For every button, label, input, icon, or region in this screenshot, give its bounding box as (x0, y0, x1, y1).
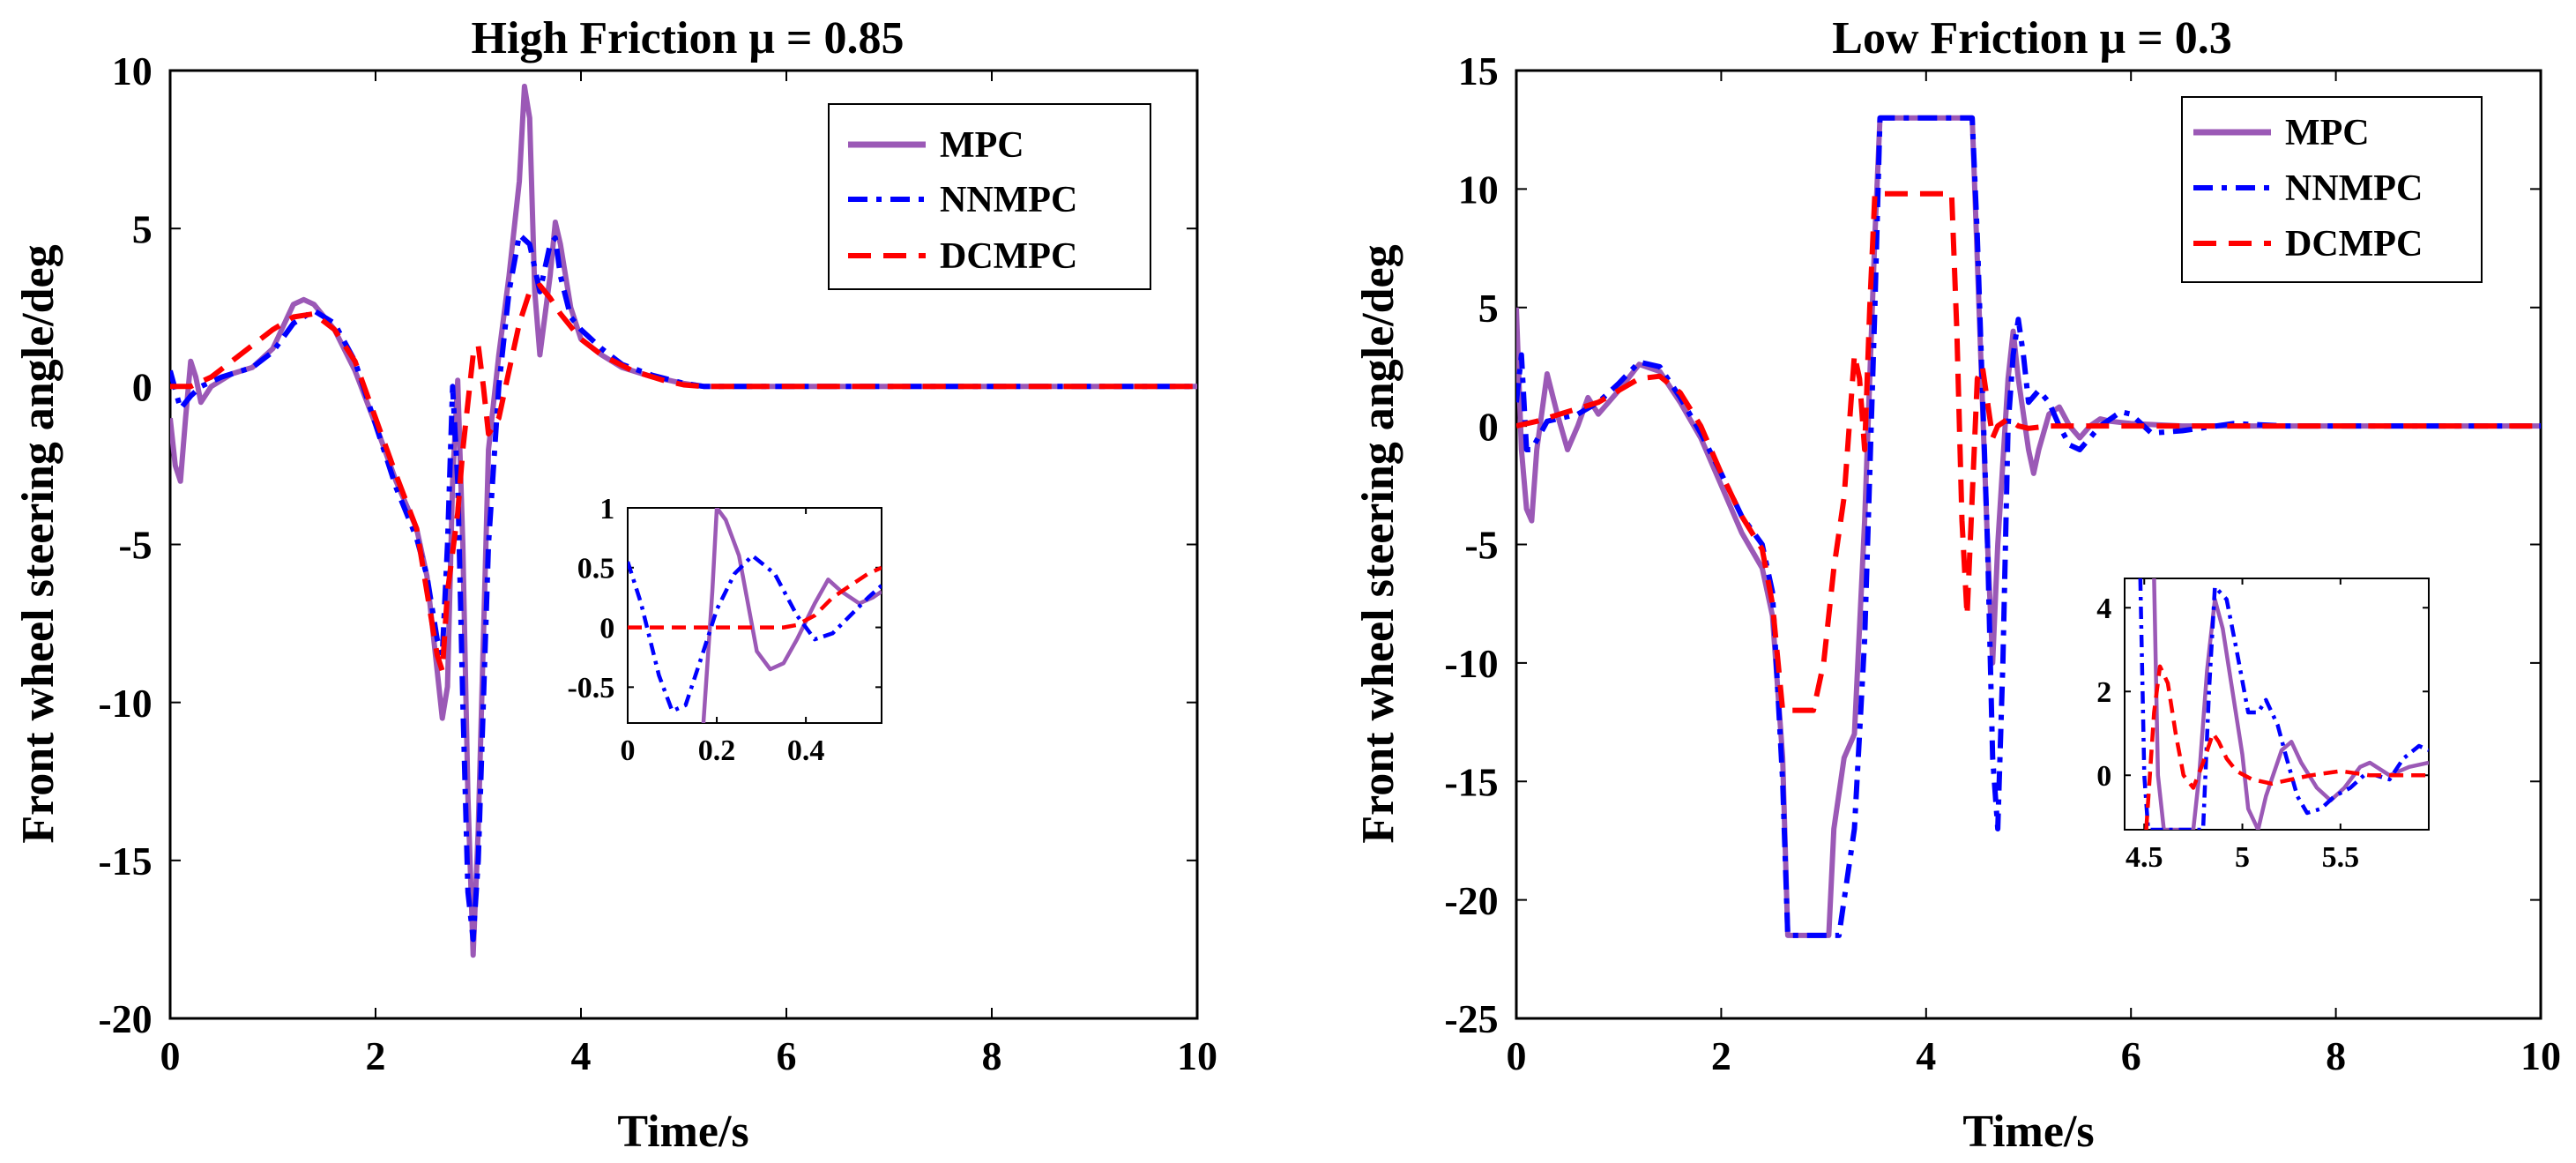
y-tick-label: 10 (1458, 168, 1499, 212)
x-tick-label: 4 (1916, 1033, 1936, 1078)
x-tick-label: 10 (1177, 1033, 1217, 1078)
inset-frame (627, 507, 882, 724)
x-tick-label: 6 (2121, 1033, 2141, 1078)
series-dcmpc (170, 282, 1197, 674)
inset-zoom: 0 0.2 0.4-0.500.51 (567, 493, 882, 767)
x-tick-label: 6 (777, 1033, 797, 1078)
legend-label-nnmpc: NNMPC (2285, 168, 2423, 209)
legend-label-dcmpc: DCMPC (940, 236, 1077, 277)
inset-zoom: 4.5 5 5.5 0 2 4 (2096, 578, 2430, 874)
axis-ticks: 0 2 4 6 8 10 -25 -20 -15 -10 -5 0 5 10 15 (1444, 48, 2561, 1078)
y-tick-label: -10 (1444, 641, 1498, 686)
y-tick-label: 15 (1458, 48, 1499, 93)
inset-y-tick-label: 4 (2096, 593, 2111, 625)
x-tick-label: 0 (1507, 1033, 1527, 1078)
inset-y-tick-label: 0 (599, 612, 614, 645)
inset-y-tick-label: 0 (2096, 760, 2111, 793)
inset-x-tick-label: 0.4 (787, 734, 825, 767)
y-tick-label: -20 (1444, 878, 1498, 923)
y-tick-label: 5 (132, 206, 153, 251)
x-tick-label: 2 (366, 1033, 386, 1078)
x-axis-label: Time/s (617, 1107, 748, 1157)
x-tick-label: 10 (2520, 1033, 2561, 1078)
series-layer (170, 83, 1197, 958)
x-tick-label: 8 (2326, 1033, 2346, 1078)
chart-title: Low Friction μ = 0.3 (1832, 13, 2231, 63)
y-tick-label: -25 (1444, 996, 1498, 1041)
y-tick-label: -15 (1444, 759, 1498, 804)
inset-x-tick-label: 0 (621, 734, 636, 767)
y-tick-label: 0 (1478, 404, 1499, 449)
series-dcmpc (1516, 190, 2541, 713)
legend-box (828, 103, 1151, 290)
inset-series-dcmpc (628, 565, 882, 630)
inset-axis-ticks: 4.5 5 5.5 0 2 4 (2096, 578, 2429, 874)
y-tick-label: -5 (1464, 523, 1498, 568)
y-axis-label: Front wheel steering angle/deg (1353, 244, 1403, 843)
legend: MPC NNMPC DCMPC (828, 103, 1151, 290)
inset-frame (2124, 578, 2430, 831)
series-layer (1516, 115, 2541, 938)
x-tick-label: 8 (982, 1033, 1002, 1078)
inset-series-mpc (701, 508, 882, 723)
legend-label-mpc: MPC (940, 125, 1024, 166)
inset-x-tick-label: 5 (2235, 841, 2250, 874)
y-tick-label: 10 (112, 48, 153, 93)
series-mpc (1516, 115, 2541, 938)
y-tick-label: -10 (98, 681, 152, 726)
x-axis-label: Time/s (1962, 1107, 2094, 1157)
y-tick-label: 5 (1478, 286, 1499, 331)
y-axis-label: Front wheel steering angle/deg (13, 244, 63, 843)
chart-title: High Friction μ = 0.85 (472, 13, 905, 63)
inset-x-tick-label: 5.5 (2322, 841, 2360, 874)
inset-series-dcmpc (2144, 664, 2429, 830)
y-tick-label: -20 (98, 996, 152, 1041)
inset-y-tick-label: -0.5 (567, 672, 614, 705)
y-tick-label: 0 (132, 365, 153, 410)
inset-x-tick-label: 0.2 (698, 734, 736, 767)
series-nnmpc (1516, 115, 2541, 938)
y-tick-label: -15 (98, 839, 152, 883)
legend-label-nnmpc: NNMPC (940, 180, 1077, 220)
y-tick-label: -5 (118, 523, 152, 568)
inset-series-layer (628, 508, 882, 723)
inset-y-tick-label: 2 (2096, 676, 2111, 709)
chart-low-friction: Low Friction μ = 0.3 0 2 4 6 8 10 -25 -20 -15 -10… (1353, 13, 2561, 1157)
legend-label-dcmpc: DCMPC (2285, 224, 2423, 265)
inset-x-tick-label: 4.5 (2126, 841, 2163, 874)
x-tick-label: 2 (1711, 1033, 1731, 1078)
inset-series-mpc (2152, 578, 2429, 830)
inset-axis-ticks: 0 0.2 0.4-0.500.51 (567, 493, 882, 767)
legend: MPC NNMPC DCMPC (2181, 96, 2483, 283)
legend-label-mpc: MPC (2285, 113, 2370, 153)
legend-box (2181, 96, 2483, 283)
inset-series-layer (2138, 578, 2429, 830)
series-nnmpc (170, 232, 1197, 943)
inset-y-tick-label: 0.5 (577, 553, 615, 585)
x-tick-label: 4 (571, 1033, 592, 1078)
chart-high-friction: High Friction μ = 0.85 0 2 4 6 8 10-20-15-10-… (13, 13, 1217, 1157)
inset-y-tick-label: 1 (599, 493, 614, 526)
x-tick-label: 0 (160, 1033, 181, 1078)
